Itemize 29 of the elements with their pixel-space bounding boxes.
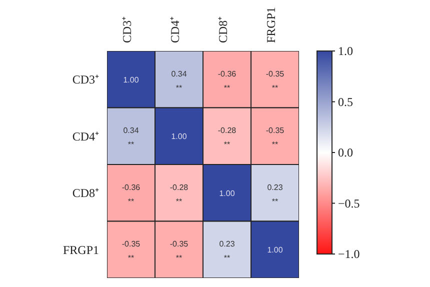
color-bar-label: −0.5 (338, 196, 360, 210)
x-tick-label: FRGP1 (264, 6, 278, 43)
data-label: -0.35 ** (266, 126, 285, 149)
data-label: -0.35 ** (170, 239, 189, 262)
data-label: 0.23 ** (219, 239, 236, 262)
x-tick-label: CD4⁺ (168, 16, 182, 43)
color-bar-label: 0.5 (338, 94, 353, 109)
y-tick-label: CD3⁺ (72, 72, 99, 87)
data-label: -0.35 ** (266, 68, 285, 92)
data-label: -0.36 ** (218, 68, 237, 92)
color-bar-label: −1.0 (338, 247, 360, 261)
x-tick-label: CD8⁺ (216, 16, 230, 43)
data-label: -0.36 ** (122, 182, 141, 206)
color-bar-label: 1.0 (338, 44, 353, 58)
data-label: 1.00 (123, 74, 140, 84)
data-label: 1.00 (267, 245, 284, 254)
data-label: -0.28 ** (218, 126, 237, 149)
y-tick-label: CD8⁺ (72, 186, 99, 200)
y-tick-label: FRGP1 (62, 242, 99, 257)
data-label: 1.00 (219, 188, 236, 198)
color-bar-label: 0.0 (338, 146, 353, 160)
data-label: 1.00 (171, 132, 188, 141)
data-label: 0.23 ** (267, 182, 284, 206)
data-label: 0.34 ** (123, 126, 140, 149)
data-label: -0.35 ** (122, 239, 141, 262)
data-label: -0.28 ** (170, 182, 189, 206)
y-tick-label: CD4⁺ (72, 129, 99, 144)
x-tick-label: CD3⁺ (120, 16, 134, 43)
data-label: 0.34 ** (171, 68, 188, 92)
